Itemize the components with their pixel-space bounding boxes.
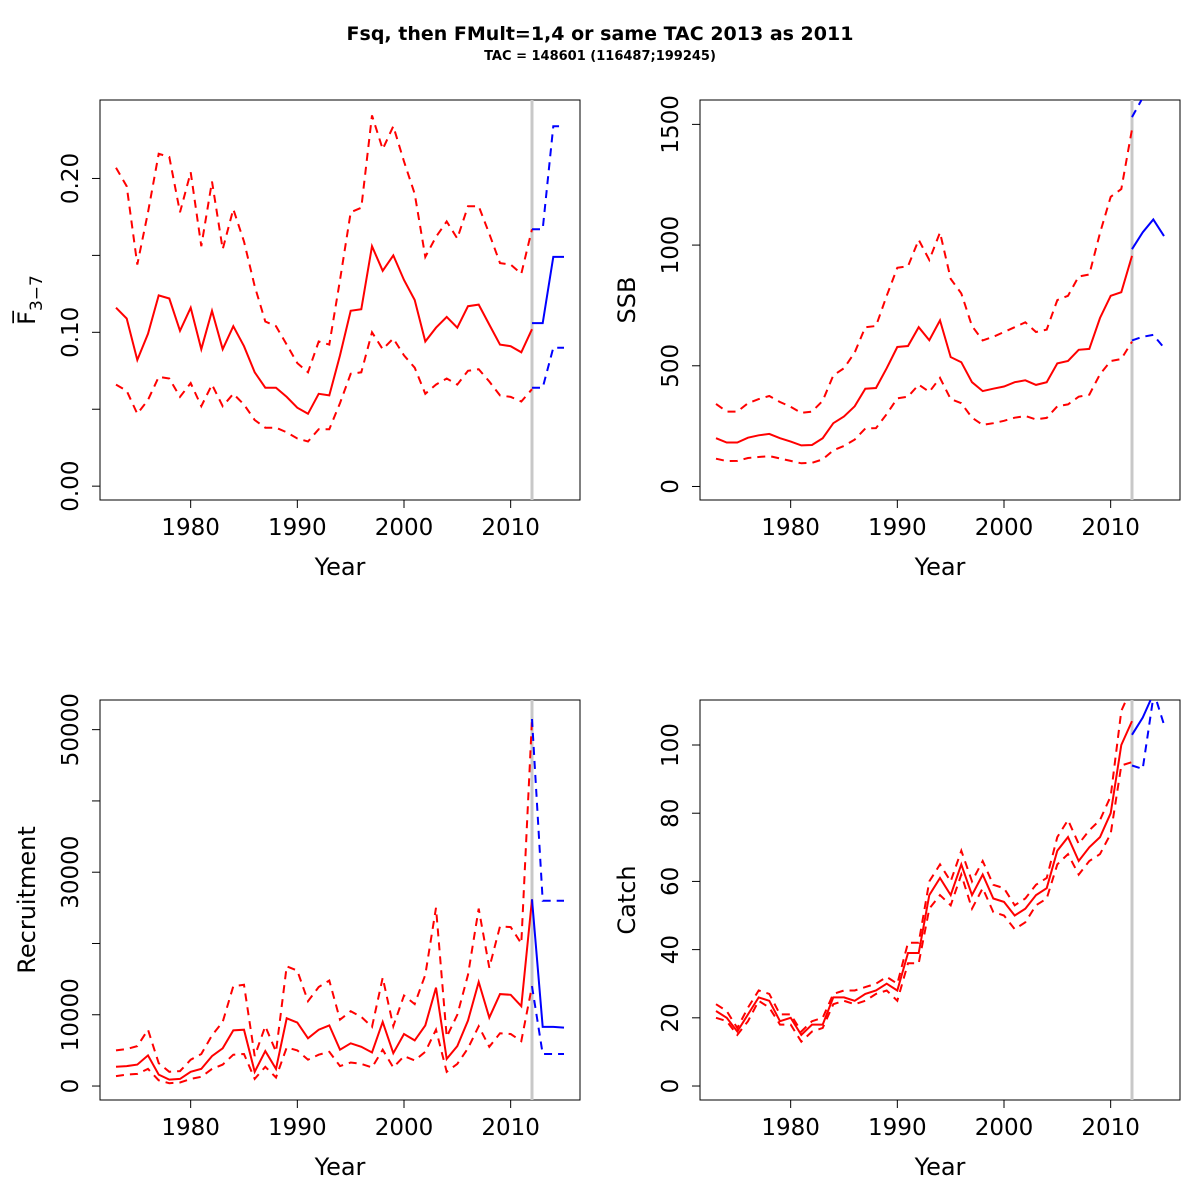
historical-lower-line	[115, 329, 533, 443]
panel-ssb: 1980 1990 2000 2010 0 500 1000 1500 Year SSB	[613, 95, 1181, 581]
x-tick-label: 2000	[375, 515, 434, 541]
y-tick-label: 0	[58, 1079, 84, 1094]
x-tick-label: 2010	[481, 515, 540, 541]
historical-upper-line	[115, 718, 533, 1073]
y-tick-label: 40	[658, 935, 684, 964]
x-tick-label: 1980	[161, 1115, 220, 1141]
y-tick-label: 30000	[58, 836, 84, 909]
y-tick-label: 500	[658, 344, 684, 388]
y-tick-label: 0	[658, 1079, 684, 1094]
x-tick-label: 2010	[1081, 515, 1140, 541]
x-tick-label: 2010	[481, 1115, 540, 1141]
plot-frame	[699, 699, 1181, 1101]
historical-lower-line	[115, 986, 533, 1085]
y-axis-label-main: Recruitment	[13, 826, 41, 973]
forecast-lower-line	[1131, 333, 1165, 349]
historical-upper-line	[715, 700, 1128, 1034]
x-tick-label: 2000	[975, 1115, 1034, 1141]
historical-upper-line	[715, 129, 1133, 414]
historical-upper-line	[115, 115, 533, 375]
forecast-lower-line	[532, 346, 564, 389]
x-tick-label: 1980	[761, 515, 820, 541]
y-tick-label: 80	[658, 799, 684, 828]
y-tick-label: 0.10	[58, 307, 84, 358]
x-tick-label: 1980	[761, 1115, 820, 1141]
forecast-upper-line	[1131, 100, 1143, 118]
x-tick-label: 1990	[868, 515, 927, 541]
historical-lower-line	[715, 341, 1133, 465]
y-axis-label-main: Catch	[613, 865, 641, 934]
x-axis-label: Year	[314, 553, 366, 581]
forecast-estimate-line	[1131, 217, 1165, 250]
x-tick-label: 1990	[268, 515, 327, 541]
plot-frame	[99, 699, 581, 1101]
x-tick-label: 2010	[1081, 1115, 1140, 1141]
y-axis-label: SSB	[613, 277, 641, 324]
historical-estimate-line	[715, 255, 1133, 447]
plot-frame	[699, 99, 1181, 501]
y-axis-label: Recruitment	[13, 826, 41, 973]
x-tick-label: 1990	[268, 1115, 327, 1141]
forecast-upper-line	[532, 125, 564, 231]
x-axis-label: Year	[914, 553, 966, 581]
panel-catch: 1980 1990 2000 2010 0 20 40 60 80 100 Year Catch	[613, 699, 1181, 1181]
y-tick-label: 0.00	[58, 461, 84, 512]
x-tick-label: 2000	[975, 515, 1034, 541]
x-axis-label: Year	[314, 1153, 366, 1181]
forecast-estimate-line	[531, 899, 565, 1029]
forecast-lower-line	[1131, 700, 1154, 771]
panel-f: 1980 1990 2000 2010 0.00 0.10 0.20 Year F̅3−7	[12, 99, 581, 581]
x-tick-label: 1990	[868, 1115, 927, 1141]
x-axis-label: Year	[914, 1153, 966, 1181]
figure-subtitle: TAC = 148601 (116487;199245)	[484, 49, 716, 64]
y-tick-label: 50000	[58, 693, 84, 766]
x-tick-label: 2000	[375, 1115, 434, 1141]
y-axis-label-main: F̅	[12, 310, 41, 325]
plot-frame	[99, 99, 581, 501]
historical-estimate-line	[115, 899, 533, 1081]
y-tick-label: 10000	[58, 978, 84, 1051]
y-axis-label-main: SSB	[613, 277, 641, 324]
y-axis-label: F̅3−7	[12, 275, 47, 325]
y-tick-label: 60	[658, 867, 684, 896]
figure-title: Fsq, then FMult=1,4 or same TAC 2013 as …	[347, 23, 854, 45]
forecast-lower-line	[531, 986, 564, 1055]
y-tick-label: 0.20	[58, 153, 84, 204]
historical-estimate-line	[115, 242, 533, 416]
y-tick-label: 0	[658, 479, 684, 494]
historical-lower-line	[715, 761, 1133, 1044]
y-tick-label: 1000	[658, 216, 684, 275]
forecast-upper-line	[1155, 700, 1165, 725]
forecast-estimate-line	[1131, 700, 1152, 736]
forecast-estimate-line	[532, 255, 564, 325]
y-tick-label: 1500	[658, 95, 684, 154]
forecast-upper-line	[531, 718, 564, 902]
historical-estimate-line	[715, 720, 1133, 1037]
y-tick-label: 20	[658, 1003, 684, 1032]
y-tick-label: 100	[658, 723, 684, 767]
y-axis-label: Catch	[613, 865, 641, 934]
x-tick-label: 1980	[161, 515, 220, 541]
panel-recruitment: 1980 1990 2000 2010 0 10000 30000 50000 Year Recr…	[13, 693, 581, 1181]
y-axis-label-sub: 3−7	[27, 275, 47, 311]
